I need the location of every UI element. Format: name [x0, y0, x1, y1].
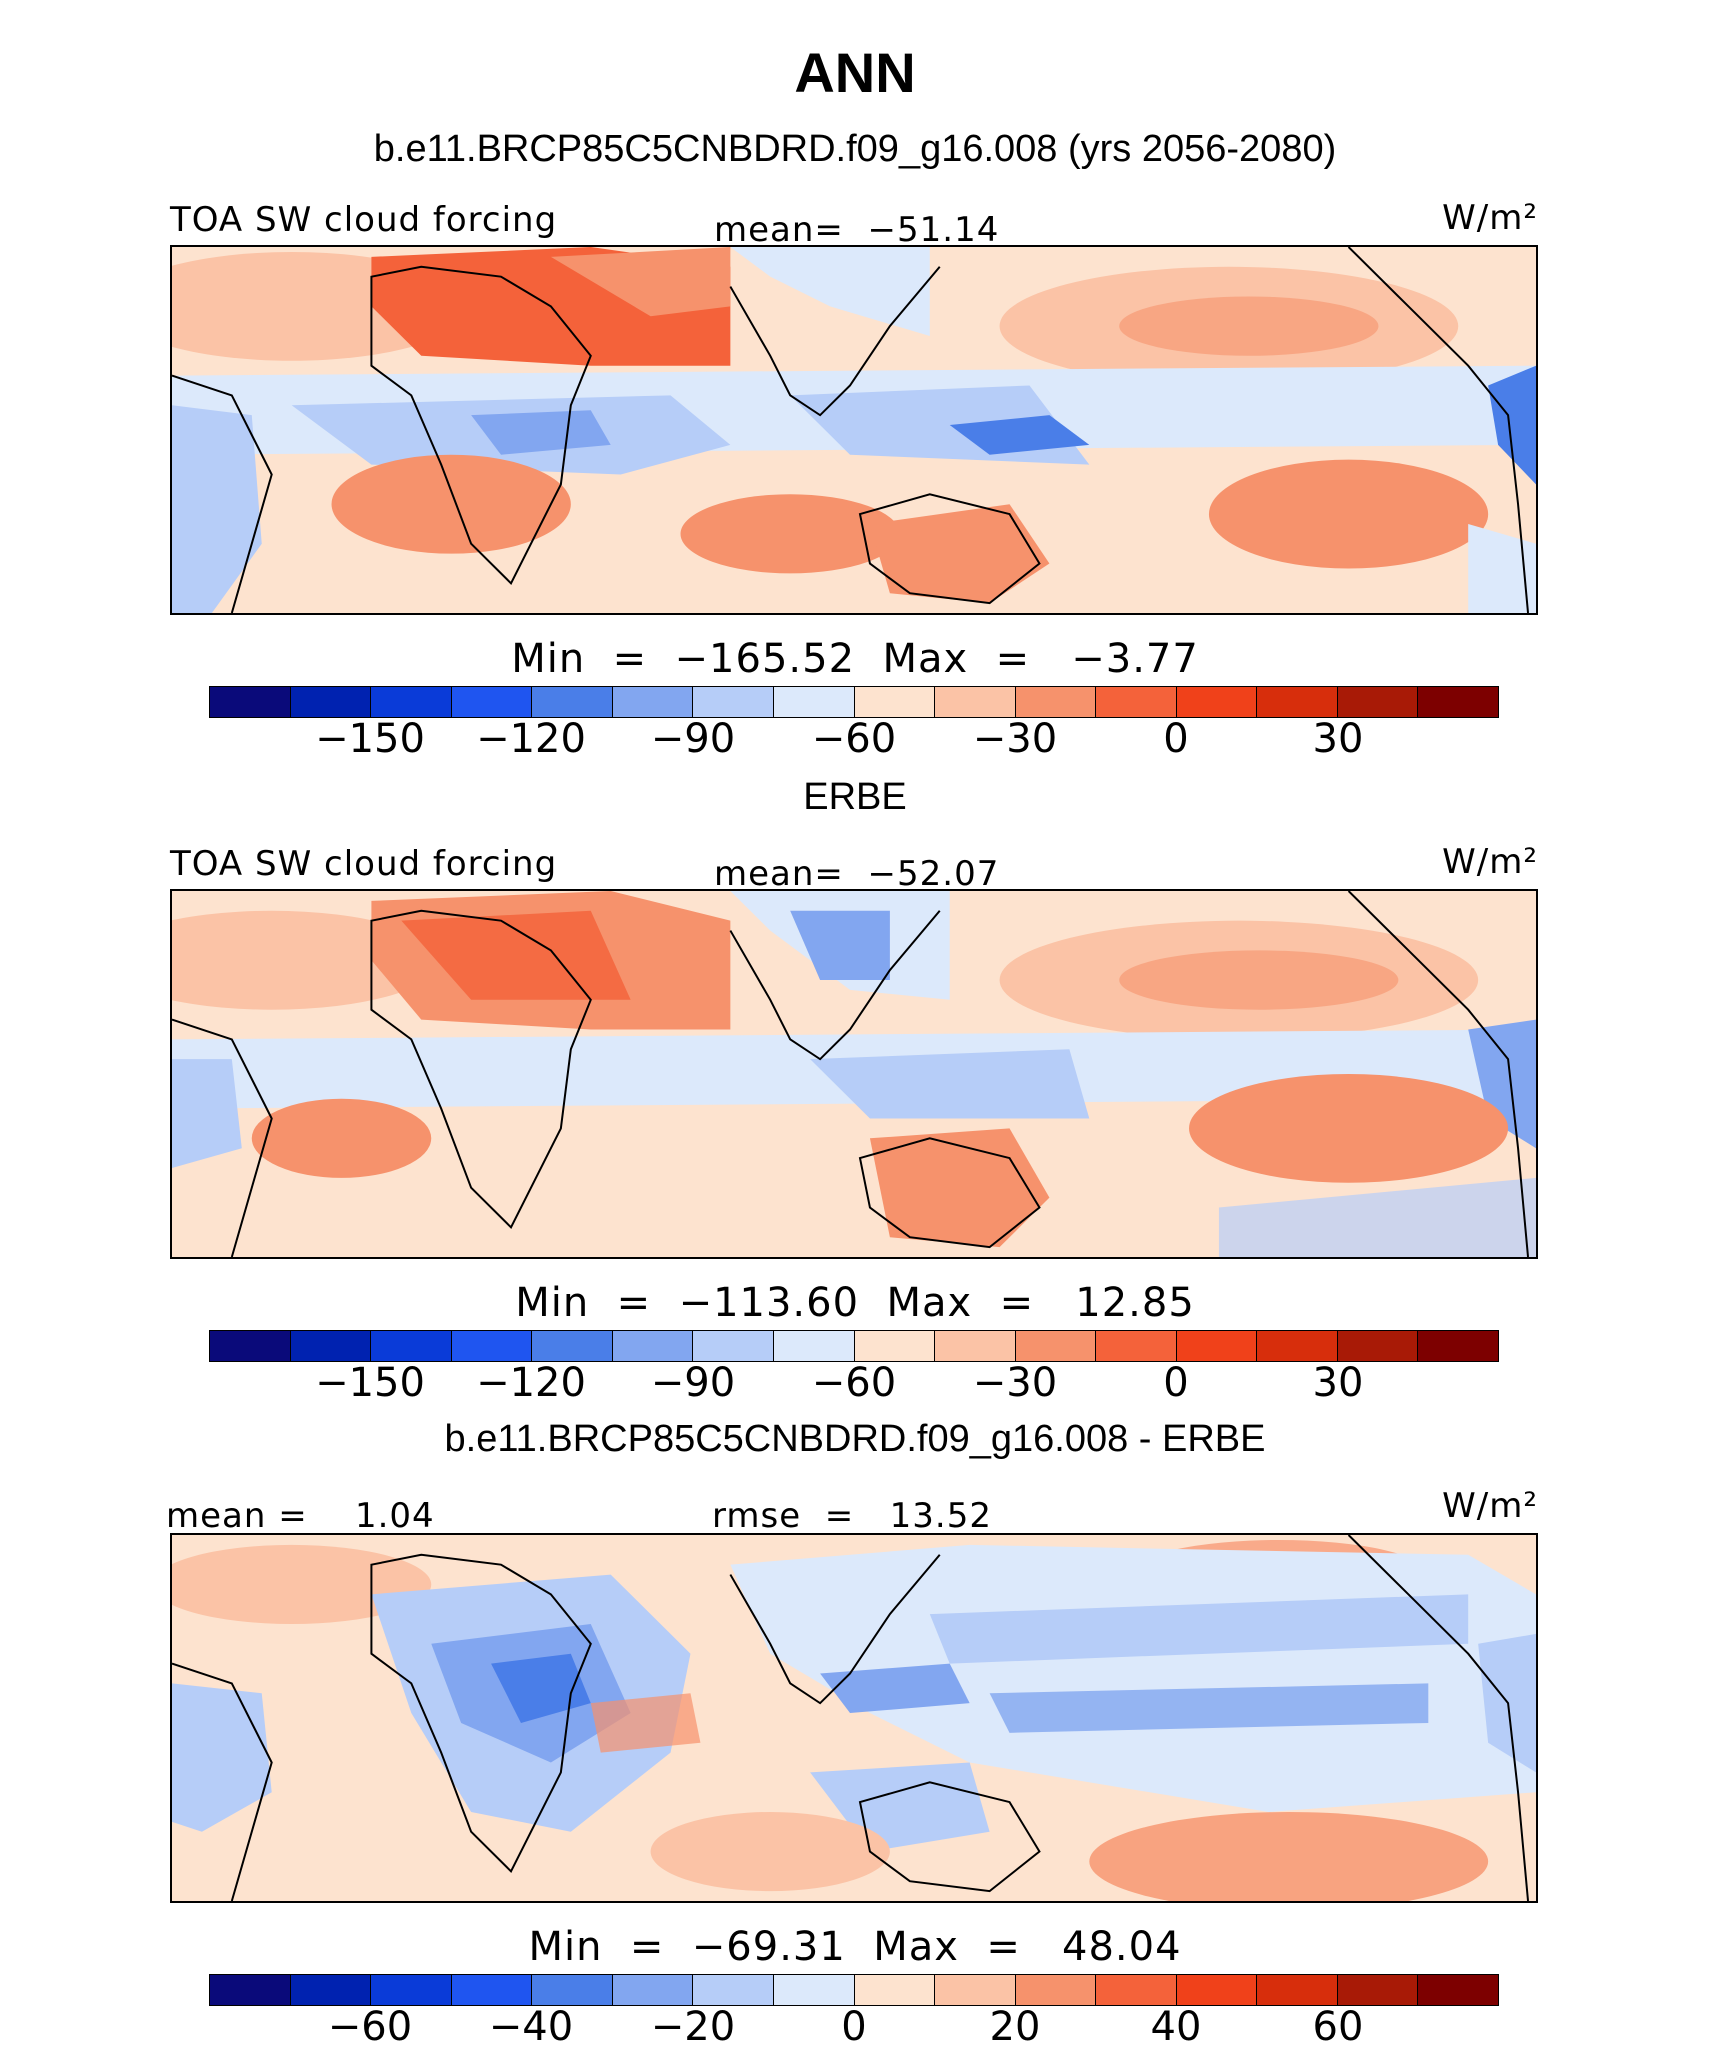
panel-1-colorbar-tick: −150	[315, 716, 425, 762]
colorbar-swatch	[935, 1975, 1016, 2005]
colorbar-swatch	[1176, 1975, 1258, 2005]
colorbar-swatch	[773, 1331, 855, 1361]
panel-3-colorbar-tick: −40	[488, 2004, 574, 2050]
colorbar-swatch	[693, 1975, 774, 2005]
panel-1-colorbar-tick: 0	[1163, 716, 1189, 762]
panel-3-min-max: Min = −69.31 Max = 48.04	[528, 1924, 1182, 1970]
panel-2-colorbar-tick: −60	[811, 1360, 897, 1406]
panel-2-colorbar-tick: −30	[972, 1360, 1058, 1406]
colorbar-swatch	[1176, 1331, 1258, 1361]
colorbar-swatch	[1096, 1331, 1177, 1361]
colorbar-swatch	[1015, 1331, 1097, 1361]
colorbar-swatch	[1176, 687, 1258, 717]
colorbar-swatch	[1096, 687, 1177, 717]
panel-3-colorbar-tick: 0	[841, 2004, 867, 2050]
figure-title: ANN	[794, 41, 916, 104]
colorbar-swatch	[451, 687, 533, 717]
panel-2-colorbar	[209, 1330, 1499, 1362]
colorbar-swatch	[1257, 1975, 1338, 2005]
colorbar-swatch	[1015, 687, 1097, 717]
panel-1-min-max: Min = −165.52 Max = −3.77	[511, 636, 1199, 682]
colorbar-swatch	[612, 1975, 694, 2005]
panel-2-colorbar-tick: −150	[315, 1360, 425, 1406]
panel-2-colorbar-tick: −90	[650, 1360, 736, 1406]
panel-1-mean-label: mean= −51.14	[714, 210, 1000, 250]
colorbar-swatch	[1337, 1975, 1419, 2005]
colorbar-swatch	[371, 687, 452, 717]
colorbar-swatch	[1257, 1331, 1338, 1361]
colorbar-swatch	[1096, 1975, 1177, 2005]
panel-3-map-svg	[172, 1535, 1536, 1901]
panel-1-variable-label: TOA SW cloud forcing	[170, 200, 558, 240]
panel-1-colorbar-tick: −90	[650, 716, 736, 762]
colorbar-swatch	[451, 1331, 533, 1361]
colorbar-swatch	[210, 1975, 291, 2005]
panel-2-colorbar-tick: −120	[476, 1360, 586, 1406]
panel-3-map	[170, 1533, 1538, 1903]
panel-3-colorbar-tick: 60	[1312, 2004, 1364, 2050]
panel-3-colorbar-tick: −60	[327, 2004, 413, 2050]
colorbar-swatch	[532, 687, 613, 717]
colorbar-swatch	[290, 1331, 372, 1361]
panel-1-colorbar-tick: −120	[476, 716, 586, 762]
panel-3-colorbar-tick: −20	[650, 2004, 736, 2050]
panel-1-colorbar	[209, 686, 1499, 718]
colorbar-swatch	[1337, 1331, 1419, 1361]
colorbar-swatch	[693, 687, 774, 717]
panel-3-subtitle: b.e11.BRCP85C5CNBDRD.f09_g16.008 - ERBE	[444, 1418, 1266, 1460]
panel-2-map	[170, 889, 1538, 1259]
colorbar-swatch	[1418, 687, 1498, 717]
colorbar-swatch	[290, 1975, 372, 2005]
colorbar-swatch	[1418, 1975, 1498, 2005]
colorbar-swatch	[1015, 1975, 1097, 2005]
colorbar-swatch	[532, 1331, 613, 1361]
colorbar-swatch	[854, 1331, 936, 1361]
colorbar-swatch	[935, 687, 1016, 717]
panel-1-colorbar-tick: −60	[811, 716, 897, 762]
colorbar-swatch	[290, 687, 372, 717]
panel-3-colorbar	[209, 1974, 1499, 2006]
panel-2-mean-label: mean= −52.07	[714, 854, 1000, 894]
panel-1-colorbar-tick: 30	[1312, 716, 1364, 762]
panel-1-colorbar-tick: −30	[972, 716, 1058, 762]
colorbar-swatch	[210, 1331, 291, 1361]
colorbar-swatch	[1337, 687, 1419, 717]
panel-2-subtitle: ERBE	[803, 776, 907, 818]
panel-1-map-svg	[172, 247, 1536, 613]
colorbar-swatch	[1257, 687, 1338, 717]
panel-2-colorbar-tick: 30	[1312, 1360, 1364, 1406]
colorbar-swatch	[612, 687, 694, 717]
panel-3-rmse-label: rmse = 13.52	[712, 1496, 992, 1536]
colorbar-swatch	[854, 1975, 936, 2005]
colorbar-swatch	[210, 687, 291, 717]
panel-2-units-label: W/m²	[1442, 842, 1538, 882]
panel-3-units-label: W/m²	[1442, 1486, 1538, 1526]
panel-2-map-svg	[172, 891, 1536, 1257]
colorbar-swatch	[612, 1331, 694, 1361]
panel-1-map	[170, 245, 1538, 615]
colorbar-swatch	[371, 1975, 452, 2005]
panel-2-colorbar-tick: 0	[1163, 1360, 1189, 1406]
panel-3-mean-label: mean = 1.04	[166, 1496, 435, 1536]
colorbar-swatch	[854, 687, 936, 717]
colorbar-swatch	[935, 1331, 1016, 1361]
panel-3-colorbar-tick: 20	[989, 2004, 1041, 2050]
panel-3-colorbar-tick: 40	[1150, 2004, 1202, 2050]
colorbar-swatch	[693, 1331, 774, 1361]
panel-2-min-max: Min = −113.60 Max = 12.85	[515, 1280, 1195, 1326]
panel-1-units-label: W/m²	[1442, 198, 1538, 238]
colorbar-swatch	[371, 1331, 452, 1361]
panel-2-variable-label: TOA SW cloud forcing	[170, 844, 558, 884]
colorbar-swatch	[451, 1975, 533, 2005]
panel-1-subtitle: b.e11.BRCP85C5CNBDRD.f09_g16.008 (yrs 20…	[373, 128, 1337, 170]
colorbar-swatch	[532, 1975, 613, 2005]
colorbar-swatch	[1418, 1331, 1498, 1361]
colorbar-swatch	[773, 1975, 855, 2005]
colorbar-swatch	[773, 687, 855, 717]
